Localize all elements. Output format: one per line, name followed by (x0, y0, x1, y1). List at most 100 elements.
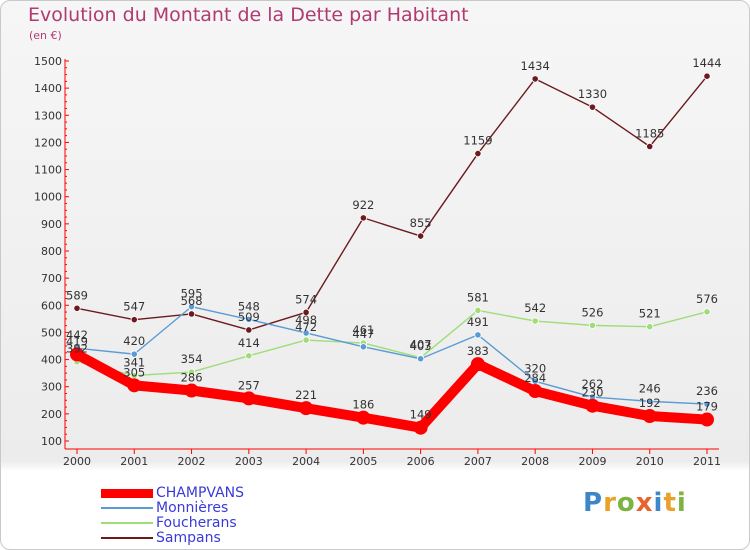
data-label: 246 (639, 381, 661, 395)
data-label: 341 (123, 356, 145, 370)
data-label: 392 (66, 342, 88, 356)
data-label: 581 (467, 290, 489, 304)
data-label: 589 (66, 288, 88, 302)
data-point (642, 409, 657, 424)
y-tick-label: 1000 (34, 191, 62, 204)
data-label: 236 (696, 384, 718, 398)
data-point (130, 350, 138, 358)
data-point (646, 142, 654, 151)
proxiti-logo: Proxiti (583, 488, 687, 518)
series-line (76, 305, 708, 405)
y-tick-label: 500 (41, 326, 62, 339)
legend-swatch (101, 537, 153, 539)
data-point (184, 383, 199, 398)
logo-letter: x (635, 488, 654, 518)
data-point (588, 321, 597, 329)
legend-item: CHAMPVANS (101, 485, 341, 501)
y-tick-label: 1500 (34, 55, 62, 68)
data-label: 420 (123, 334, 145, 348)
data-point (70, 347, 84, 362)
data-label: 1159 (463, 134, 492, 148)
data-point (127, 378, 142, 393)
data-point (187, 303, 196, 311)
data-label: 568 (181, 294, 203, 308)
data-label: 922 (352, 198, 374, 212)
x-tick-label: 2005 (349, 455, 377, 468)
y-tick-label: 1300 (34, 109, 62, 122)
x-tick-label: 2009 (578, 455, 606, 468)
data-point (359, 214, 367, 222)
data-label: 547 (123, 300, 145, 314)
x-tick-label: 2004 (292, 455, 320, 468)
y-tick-label: 1200 (34, 136, 62, 149)
x-tick-label: 2003 (235, 455, 263, 468)
data-label: 192 (639, 396, 661, 410)
data-label: 284 (524, 371, 546, 385)
data-point (703, 400, 711, 408)
data-point (531, 75, 539, 83)
data-label: 230 (581, 386, 603, 400)
data-label: 305 (123, 365, 145, 379)
data-label: 1434 (521, 59, 550, 73)
y-tick-label: 900 (41, 218, 62, 231)
data-label: 354 (181, 352, 203, 366)
x-tick-label: 2001 (120, 455, 148, 468)
legend-label: Foucherans (156, 515, 237, 531)
logo-letter: r (603, 488, 617, 518)
data-point (302, 336, 310, 344)
data-label: 526 (581, 305, 603, 319)
legend-item: Sampans (101, 530, 341, 546)
data-point (302, 308, 310, 316)
series-line (72, 349, 712, 433)
data-label: 447 (352, 327, 374, 341)
data-label: 1185 (635, 127, 664, 141)
data-label: 461 (352, 323, 374, 337)
data-label: 286 (181, 371, 203, 385)
data-point (73, 304, 81, 312)
series-line (76, 75, 708, 331)
data-label: 491 (467, 315, 489, 329)
data-label: 186 (352, 398, 374, 412)
chart-legend: CHAMPVANS Monnières Foucherans Sampans (101, 485, 341, 546)
data-label: 1330 (578, 87, 607, 101)
data-label: 855 (410, 216, 432, 230)
legend-label: Sampans (156, 530, 221, 546)
y-tick-label: 1100 (34, 164, 62, 177)
x-tick-label: 2006 (407, 455, 435, 468)
logo-letter: o (616, 488, 636, 518)
data-point (474, 331, 482, 339)
data-point (245, 326, 253, 334)
data-label: 442 (66, 328, 88, 342)
data-point (302, 329, 310, 337)
y-tick-label: 800 (41, 245, 62, 258)
legend-label: Monnières (156, 500, 229, 516)
data-point (585, 398, 600, 413)
y-tick-label: 100 (41, 435, 62, 448)
data-point (417, 355, 425, 363)
legend-label: CHAMPVANS (156, 485, 245, 501)
data-point (187, 368, 196, 376)
legend-swatch (101, 488, 153, 498)
y-tick-label: 300 (41, 381, 62, 394)
data-point (588, 103, 597, 111)
data-point (413, 420, 428, 435)
data-label: 498 (295, 313, 317, 327)
y-tick-label: 200 (41, 408, 62, 421)
data-label: 262 (581, 377, 603, 391)
data-point (470, 357, 485, 372)
data-label: 320 (524, 361, 546, 375)
data-point (531, 317, 539, 325)
series-sampans (73, 72, 711, 334)
data-point (646, 397, 654, 405)
data-label: 419 (66, 334, 88, 348)
data-point (241, 391, 256, 406)
data-point (417, 232, 425, 240)
data-label: 221 (295, 388, 317, 402)
x-tick-label: 2002 (178, 455, 206, 468)
logo-letter: t (663, 488, 677, 518)
legend-swatch (101, 507, 153, 509)
data-label: 414 (238, 336, 260, 350)
data-label: 576 (696, 292, 718, 306)
logo-letter: i (676, 488, 687, 518)
